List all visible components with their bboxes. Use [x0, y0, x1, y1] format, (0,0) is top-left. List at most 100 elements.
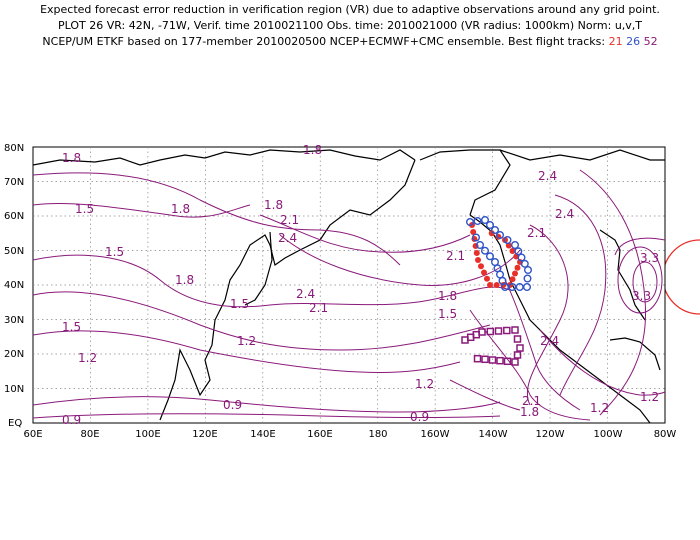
track-21-point: [509, 276, 516, 283]
lat-label: 20N: [4, 349, 24, 360]
contour-label: 1.5: [75, 202, 94, 216]
contour-label: 2.1: [446, 249, 465, 263]
lon-label: 120E: [192, 429, 217, 440]
track-21-point: [509, 248, 516, 254]
contour-label: 1.8: [438, 289, 457, 303]
track-52-point: [481, 355, 489, 364]
track-52-point: [511, 358, 519, 366]
lat-label: 60N: [4, 211, 24, 222]
track-26-point: [503, 235, 512, 244]
contour-label: 2.1: [280, 213, 299, 227]
lat-label: EQ: [8, 418, 22, 429]
track-26-point: [496, 230, 505, 239]
track-52-point: [486, 327, 495, 336]
title-line-3-text: NCEP/UM ETKF based on 177-member 2010020…: [42, 35, 606, 48]
lon-label: 120W: [536, 429, 565, 440]
track-26-point: [491, 258, 500, 267]
track-52-point: [513, 351, 522, 359]
verification-region-circle: [662, 239, 700, 315]
lon-label: 180: [368, 429, 387, 440]
track-26-point: [523, 274, 532, 283]
lat-label: 40N: [4, 280, 24, 291]
track-26-point: [466, 217, 475, 226]
title-line-2: PLOT 26 VR: 42N, -71W, Verif. time 20100…: [57, 19, 643, 32]
track-26-point: [481, 246, 490, 255]
track-26-point: [508, 283, 517, 292]
contour-label: 1.5: [230, 297, 249, 311]
track-21-point: [475, 257, 481, 263]
track-21-point: [484, 275, 490, 282]
contour-label: 2.4: [278, 231, 297, 245]
lat-label: 70N: [4, 177, 24, 188]
track-26-label: 26: [626, 35, 641, 48]
contour-label: 0.9: [223, 398, 242, 412]
track-26-point: [486, 252, 495, 261]
track-52-point: [496, 356, 504, 365]
contour-label: 3.3: [640, 251, 659, 265]
lon-label: 160E: [307, 429, 332, 440]
contour-label: 1.8: [171, 202, 190, 216]
lon-label: 80W: [654, 429, 677, 440]
lon-label: 100W: [594, 429, 623, 440]
flight-track-26: [466, 215, 533, 292]
gridlines: [33, 147, 665, 423]
contour-label-group: 1.8 1.8 1.5 1.8 1.5 2.1 2.4 1.8 1.8 2.4 …: [62, 143, 659, 427]
title-line-1: Expected forecast error reduction in ver…: [40, 3, 660, 16]
contour-label: 0.9: [410, 410, 429, 424]
lon-label: 100E: [135, 429, 160, 440]
contour-label: 1.5: [438, 307, 457, 321]
lat-label: 10N: [4, 384, 24, 395]
track-52-point: [503, 326, 511, 335]
contour-label: 1.8: [520, 405, 539, 419]
track-52-point: [516, 344, 524, 352]
track-52-label: 52: [643, 35, 658, 48]
track-26-point: [524, 266, 533, 275]
track-26-point: [481, 215, 490, 224]
track-21-point: [487, 282, 493, 288]
contour-label: 1.8: [175, 273, 194, 287]
track-26-point: [511, 240, 520, 249]
contour-label: 1.2: [590, 401, 609, 415]
track-21-point: [493, 282, 500, 288]
track-21-point: [488, 230, 495, 237]
lat-label: 30N: [4, 315, 24, 326]
contour-label: 1.8: [62, 151, 81, 165]
lon-label: 140E: [250, 429, 275, 440]
lat-axis-labels: 80N 70N 60N 50N 40N 30N 20N 10N EQ: [4, 143, 24, 429]
track-26-point: [476, 240, 485, 249]
contour-label: 3.3: [632, 289, 651, 303]
track-26-point: [472, 233, 481, 242]
contour-label: 2.4: [555, 207, 574, 221]
contour-label: 1.8: [264, 198, 283, 212]
track-52-point: [494, 327, 503, 335]
track-52-point: [503, 357, 512, 366]
contour-label: 1.5: [62, 320, 81, 334]
track-21-point: [505, 242, 512, 249]
lon-label: 80E: [80, 429, 99, 440]
contour-label: 1.2: [237, 334, 256, 348]
contour-label: 1.8: [303, 143, 322, 157]
track-26-point: [486, 220, 495, 229]
track-21-point: [470, 229, 477, 235]
contour-label: 2.1: [522, 394, 541, 408]
contour-label: 2.4: [538, 169, 557, 183]
contour-label: 1.5: [105, 245, 124, 259]
track-26-point: [520, 259, 529, 268]
track-21-point: [481, 269, 487, 276]
track-52-point: [488, 356, 497, 364]
contour-label: 2.4: [540, 334, 559, 348]
track-26-point: [491, 225, 500, 234]
coastlines: [32, 149, 665, 424]
flight-track-52: [461, 326, 524, 366]
lon-label: 160W: [421, 429, 450, 440]
lat-label: 80N: [4, 143, 24, 154]
contour-label: 1.2: [415, 377, 434, 391]
track-52-point: [478, 328, 486, 336]
contour-label: 0.9: [62, 413, 81, 427]
track-21-point: [514, 264, 521, 271]
lon-axis-labels: 60E 80E 100E 120E 140E 160E 180 160W 140…: [23, 429, 676, 440]
track-21-point: [473, 250, 480, 256]
track-52-point: [513, 335, 522, 343]
title-line-3: NCEP/UM ETKF based on 177-member 2010020…: [0, 34, 700, 50]
